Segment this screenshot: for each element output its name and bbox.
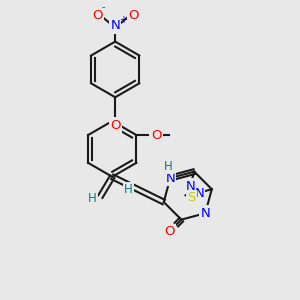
Text: O: O <box>164 225 175 238</box>
Text: N: N <box>110 19 120 32</box>
Text: O: O <box>110 118 121 132</box>
Text: N: N <box>165 172 175 184</box>
Text: N: N <box>185 180 195 193</box>
Text: S: S <box>187 191 196 204</box>
Text: N: N <box>200 207 210 220</box>
Text: +: + <box>119 15 127 25</box>
Text: H: H <box>124 183 132 196</box>
Text: -: - <box>101 2 105 12</box>
Text: O: O <box>151 128 161 142</box>
Text: O: O <box>92 9 103 22</box>
Text: H: H <box>164 160 172 172</box>
Text: H: H <box>88 192 97 205</box>
Text: O: O <box>128 9 138 22</box>
Text: N: N <box>194 187 204 200</box>
